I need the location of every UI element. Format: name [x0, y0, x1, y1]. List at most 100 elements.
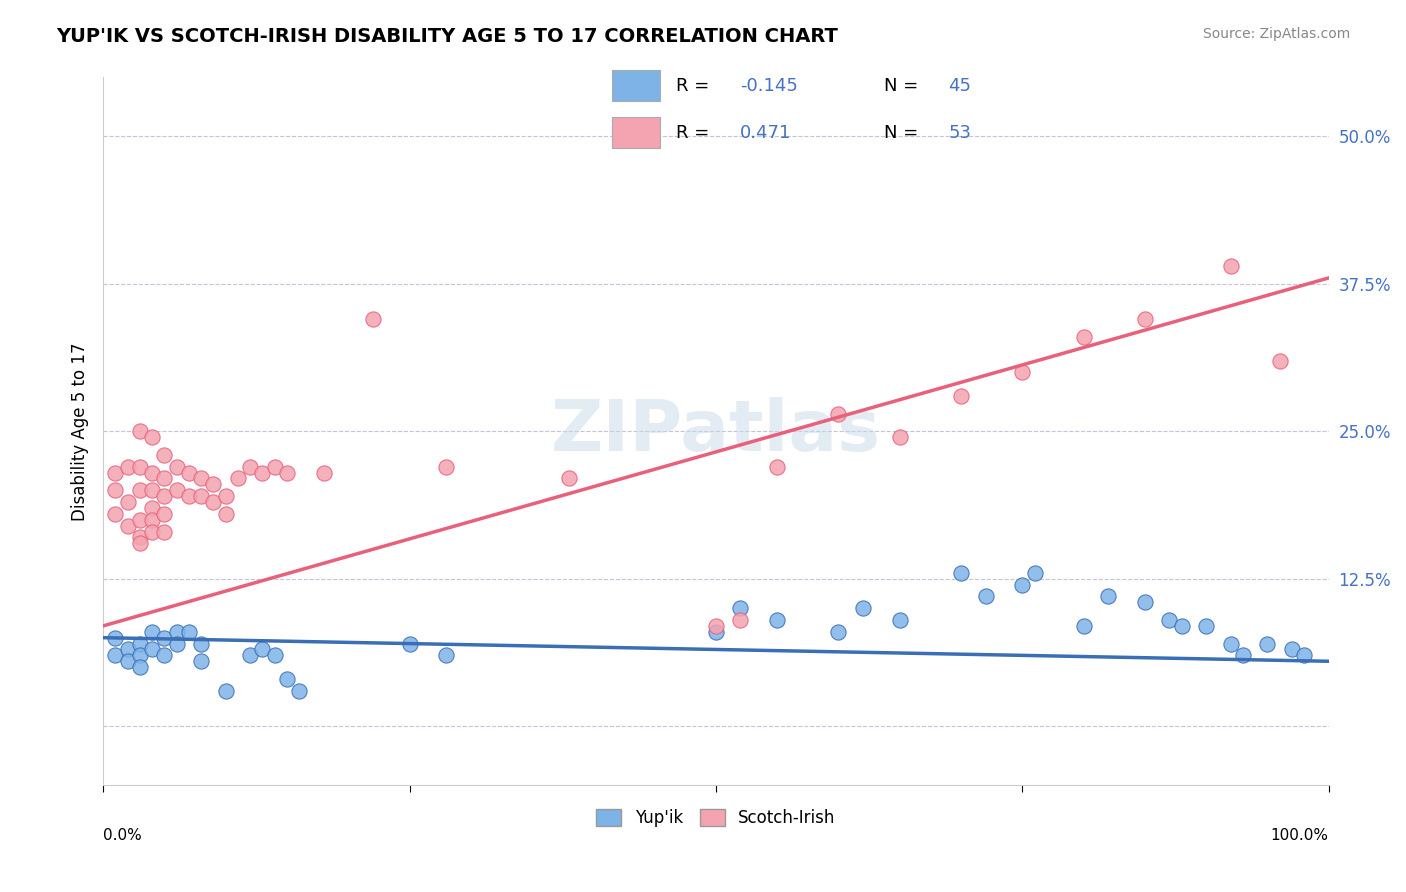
Point [117, 642, 139, 657]
Point [141, 430, 163, 444]
Point [1170, 619, 1192, 633]
Point [239, 648, 262, 663]
Point [949, 389, 972, 403]
Point [128, 536, 150, 550]
Point [166, 636, 188, 650]
Point [852, 601, 875, 615]
Text: 0.0%: 0.0% [103, 828, 142, 843]
Point [827, 407, 849, 421]
Point [730, 613, 752, 627]
Point [153, 471, 176, 485]
Point [1073, 619, 1095, 633]
Y-axis label: Disability Age 5 to 17: Disability Age 5 to 17 [72, 342, 89, 521]
Point [226, 471, 249, 485]
Point [252, 642, 274, 657]
Point [141, 624, 163, 639]
Text: -0.145: -0.145 [740, 77, 799, 95]
Point [252, 466, 274, 480]
Point [889, 430, 911, 444]
Point [288, 683, 311, 698]
Point [128, 660, 150, 674]
Point [128, 530, 150, 544]
Point [104, 483, 127, 498]
Point [141, 483, 163, 498]
Legend: Yup'ik, Scotch-Irish: Yup'ik, Scotch-Irish [589, 802, 842, 833]
Point [128, 648, 150, 663]
Point [398, 636, 420, 650]
Point [434, 648, 457, 663]
Point [128, 483, 150, 498]
Point [117, 495, 139, 509]
Point [166, 459, 188, 474]
Point [704, 619, 727, 633]
Point [239, 459, 262, 474]
Text: 45: 45 [949, 77, 972, 95]
Text: YUP'IK VS SCOTCH-IRISH DISABILITY AGE 5 TO 17 CORRELATION CHART: YUP'IK VS SCOTCH-IRISH DISABILITY AGE 5 … [56, 27, 838, 45]
Point [215, 507, 238, 521]
Point [153, 507, 176, 521]
Point [141, 524, 163, 539]
Point [1219, 636, 1241, 650]
Point [1024, 566, 1046, 580]
Bar [612, 118, 659, 148]
Point [190, 636, 212, 650]
Point [974, 590, 997, 604]
Point [263, 459, 285, 474]
Text: ZIPatlas: ZIPatlas [551, 397, 882, 466]
Point [1159, 613, 1181, 627]
Text: R =: R = [676, 77, 716, 95]
Point [1256, 636, 1278, 650]
Point [312, 466, 335, 480]
Point [190, 471, 212, 485]
Point [1133, 312, 1156, 326]
Point [1011, 577, 1033, 591]
Point [177, 624, 200, 639]
Point [1294, 648, 1316, 663]
Point [153, 648, 176, 663]
Point [202, 477, 225, 491]
Point [117, 459, 139, 474]
Point [1281, 642, 1303, 657]
Point [263, 648, 285, 663]
Point [141, 500, 163, 515]
Point [1195, 619, 1218, 633]
Point [190, 654, 212, 668]
Point [153, 631, 176, 645]
Text: Source: ZipAtlas.com: Source: ZipAtlas.com [1202, 27, 1350, 41]
Point [166, 624, 188, 639]
Point [434, 459, 457, 474]
Point [1097, 590, 1119, 604]
Point [128, 459, 150, 474]
Point [730, 601, 752, 615]
Point [949, 566, 972, 580]
Point [558, 471, 581, 485]
Point [153, 489, 176, 503]
Point [104, 507, 127, 521]
Point [1268, 353, 1291, 368]
Point [128, 513, 150, 527]
Point [215, 489, 238, 503]
Point [128, 636, 150, 650]
Text: R =: R = [676, 124, 716, 142]
Point [166, 483, 188, 498]
Point [215, 683, 238, 698]
Point [177, 489, 200, 503]
Point [117, 654, 139, 668]
Point [141, 642, 163, 657]
Point [1073, 330, 1095, 344]
Point [104, 631, 127, 645]
Point [117, 518, 139, 533]
Point [827, 624, 849, 639]
Point [361, 312, 384, 326]
Point [766, 459, 789, 474]
Point [766, 613, 789, 627]
Point [177, 466, 200, 480]
Point [141, 466, 163, 480]
Point [1011, 365, 1033, 379]
Point [276, 672, 298, 686]
Text: N =: N = [884, 77, 924, 95]
Point [153, 524, 176, 539]
Point [276, 466, 298, 480]
Point [704, 624, 727, 639]
Text: 100.0%: 100.0% [1271, 828, 1329, 843]
